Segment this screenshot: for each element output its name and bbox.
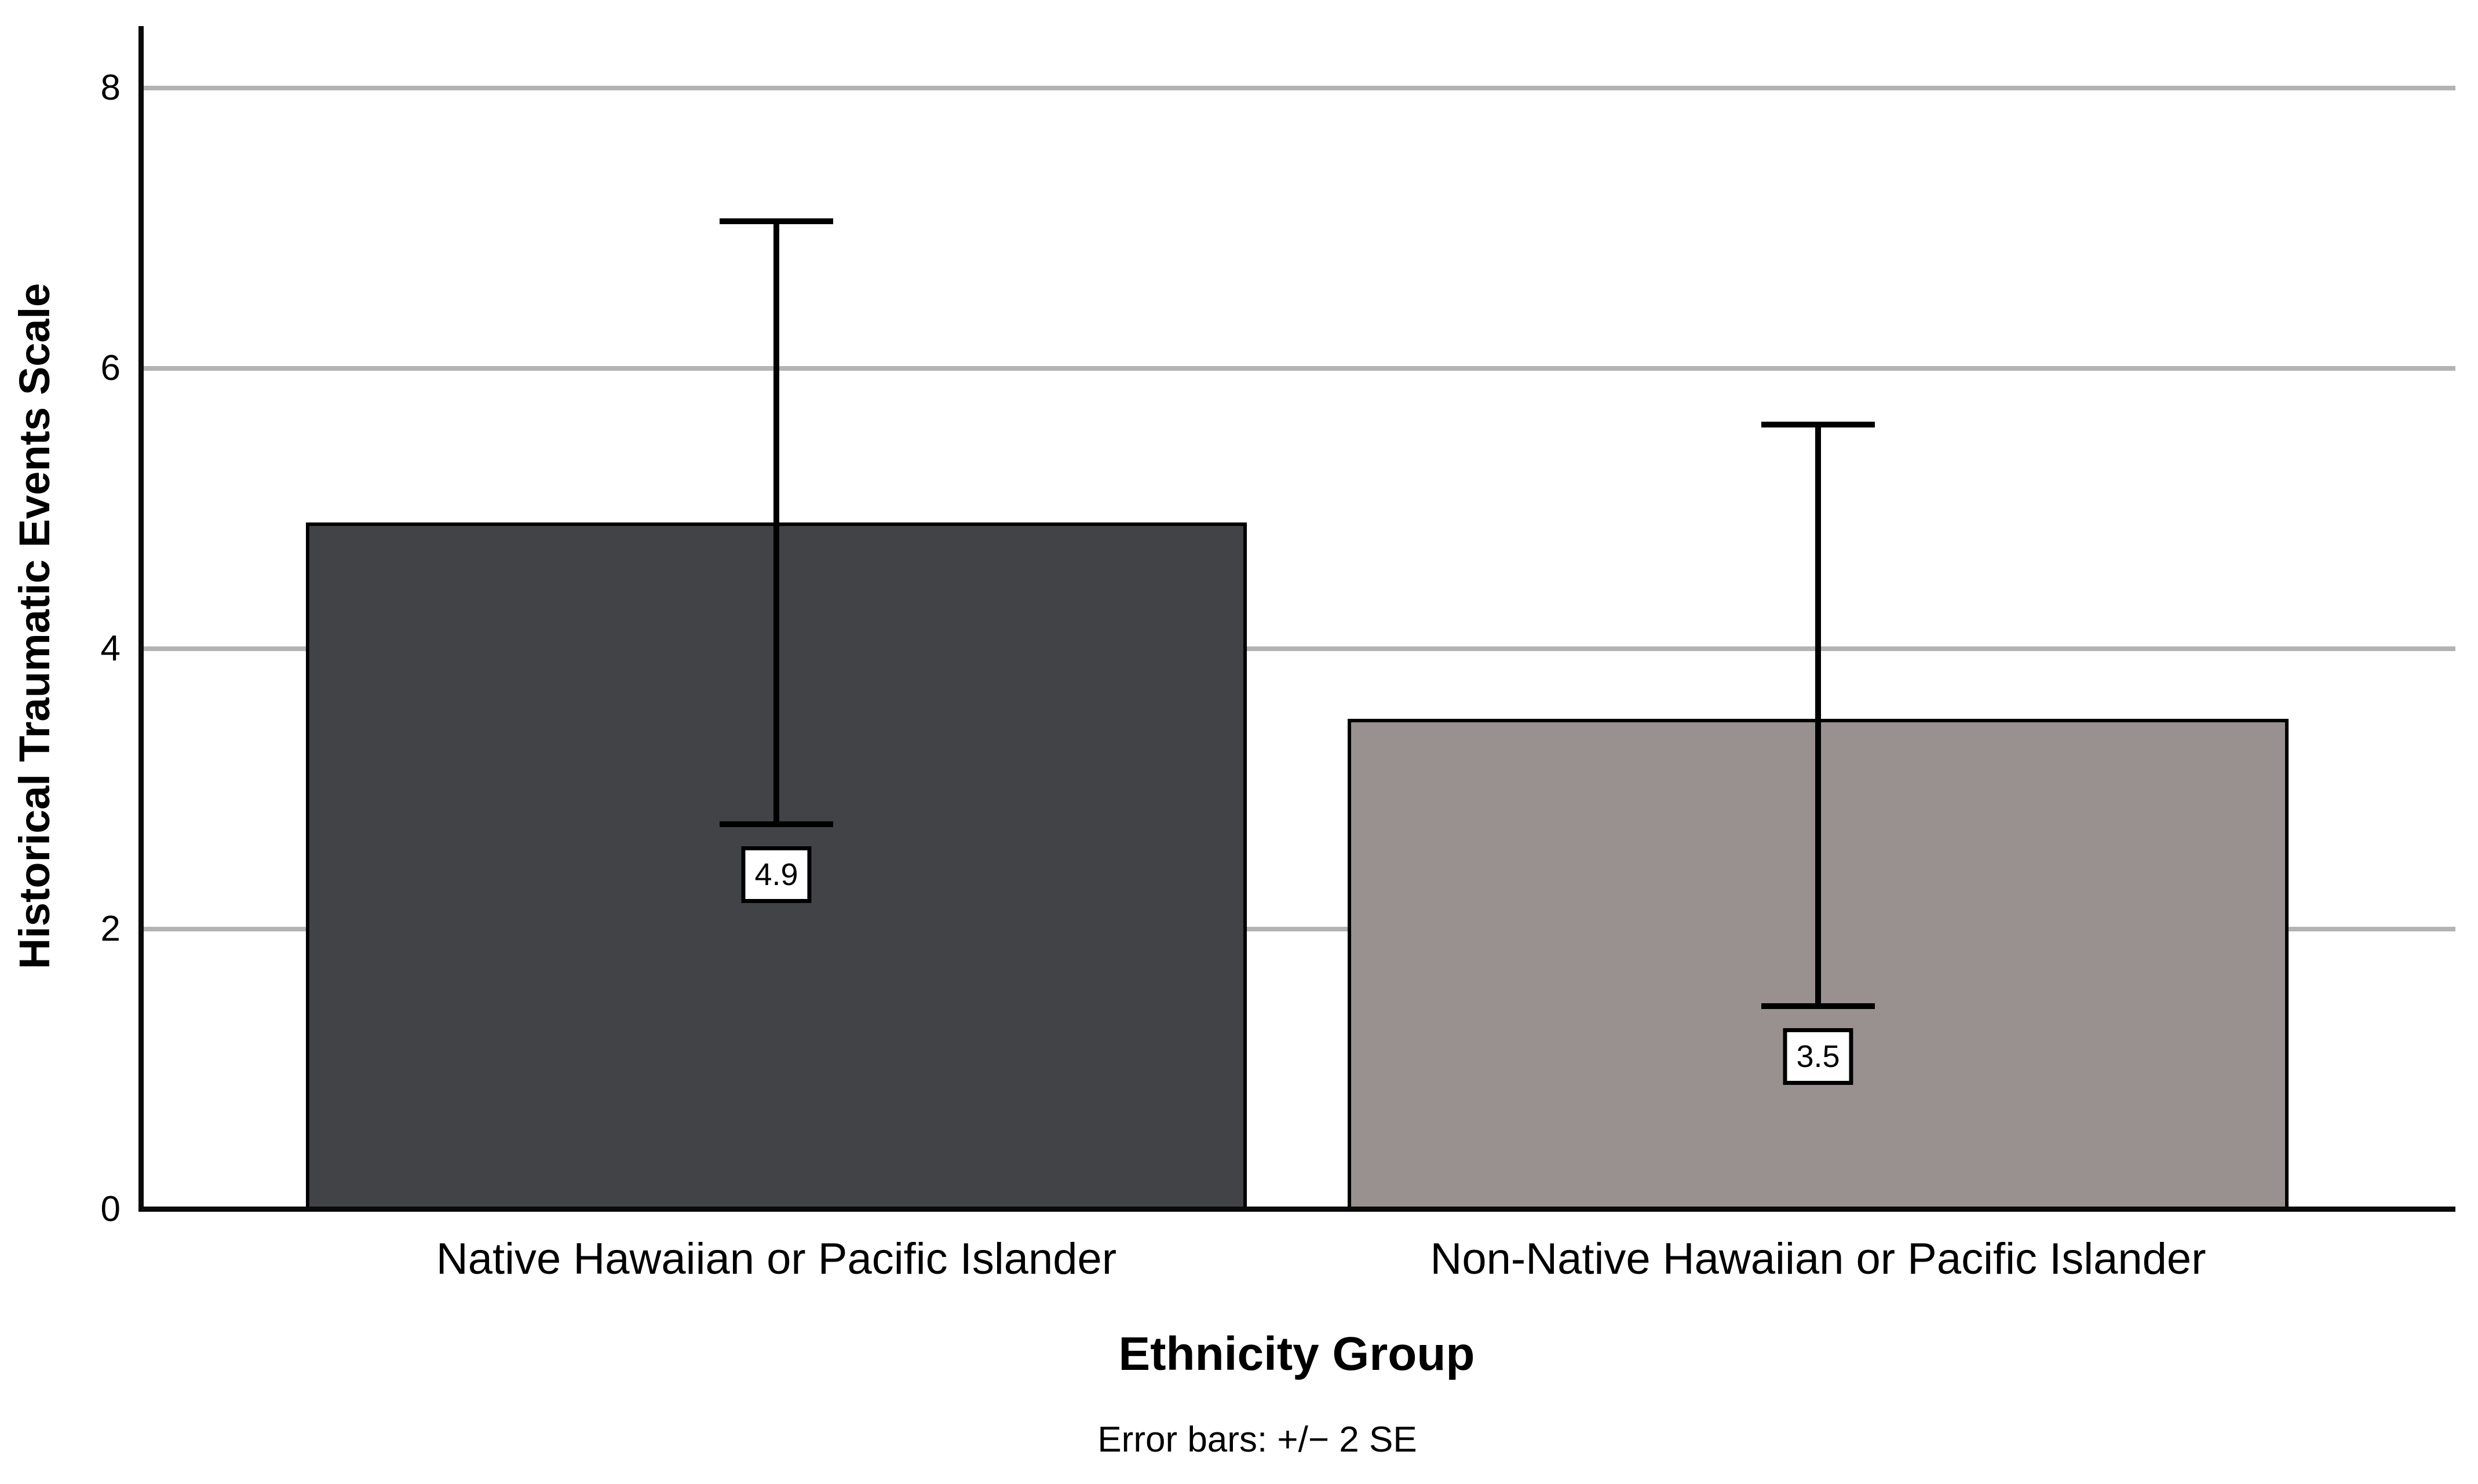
gridline-8 [138, 86, 2455, 90]
x-category-label-2: Non-Native Hawaiian or Pacific Islander [1430, 1234, 2206, 1284]
y-tick-label-4: 4 [100, 628, 121, 668]
error-bar-2-bottom-cap [1761, 1003, 1875, 1010]
value-label-1: 4.9 [741, 846, 812, 903]
x-axis-title: Ethnicity Group [1118, 1328, 1475, 1380]
value-label-2: 3.5 [1783, 1028, 1853, 1085]
error-bar-2-line [1815, 424, 1821, 1007]
y-tick-label-2: 2 [100, 909, 121, 949]
error-bar-1-top-cap [720, 218, 833, 224]
error-bar-1-line [773, 221, 779, 824]
x-category-label-1: Native Hawaiian or Pacific Islander [436, 1234, 1117, 1284]
y-tick-label-0: 0 [100, 1189, 121, 1229]
plot-area: 4.9 3.5 [138, 26, 2455, 1212]
y-tick-label-6: 6 [100, 348, 121, 388]
gridline-6 [138, 366, 2455, 371]
gridline-2 [138, 927, 2455, 931]
y-axis-line [138, 26, 144, 1209]
x-axis-line [138, 1207, 2455, 1212]
gridline-4 [138, 646, 2455, 651]
error-bar-2-top-cap [1761, 421, 1875, 427]
error-bars-footnote: Error bars: +/− 2 SE [1097, 1420, 1417, 1460]
y-tick-label-8: 8 [100, 68, 121, 108]
error-bar-1-bottom-cap [720, 821, 833, 827]
